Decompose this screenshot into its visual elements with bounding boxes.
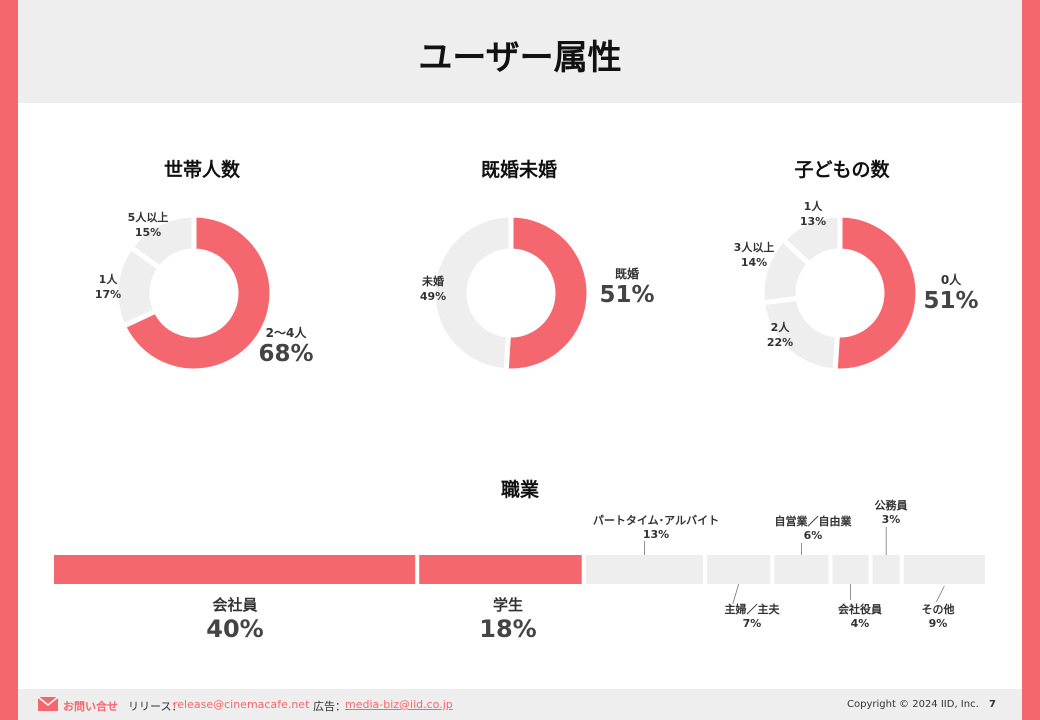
marital-label-unmarried: 未婚 49% bbox=[408, 274, 458, 304]
occupation-bar-segment-3 bbox=[707, 555, 771, 584]
copyright-text: Copyright © 2024 IID, Inc. bbox=[847, 699, 979, 710]
children-label-3plus-value: 14% bbox=[740, 256, 768, 269]
occupation-leader-lines bbox=[644, 527, 945, 605]
children-label-0-name: 0人 bbox=[940, 273, 962, 287]
children-label-3plus-name: 3人以上 bbox=[733, 241, 775, 254]
occupation-label-student-value: 18% bbox=[479, 615, 537, 643]
occupation-bar-segment-5 bbox=[832, 555, 869, 584]
contact-link[interactable]: お問い合せ bbox=[63, 700, 118, 713]
occupation-label-student: 学生 18% bbox=[448, 595, 568, 643]
occupation-label-homemaker-name: 主婦／主夫 bbox=[724, 603, 780, 616]
release-label: リリース： bbox=[128, 700, 183, 713]
occupation-bar-segment-2 bbox=[585, 555, 704, 584]
occupation-chart-title: 職業 bbox=[500, 479, 539, 501]
occupation-label-parttime-value: 13% bbox=[642, 528, 670, 541]
marital-label-unmarried-name: 未婚 bbox=[422, 275, 444, 288]
marital-donut-chart bbox=[431, 213, 591, 373]
household-donut-chart bbox=[114, 213, 274, 373]
marital-chart-title: 既婚未婚 bbox=[480, 159, 557, 181]
household-label-2-4: 2〜4人 68% bbox=[251, 325, 321, 367]
occupation-label-selfemployed: 自営業／自由業 6% bbox=[763, 515, 863, 543]
page-title: ユーザー属性 bbox=[418, 38, 622, 78]
children-label-2-name: 2人 bbox=[770, 321, 790, 334]
page-number: 7 bbox=[989, 699, 996, 710]
household-label-1: 1人 17% bbox=[83, 272, 133, 302]
household-label-1-value: 17% bbox=[94, 288, 122, 301]
occupation-bar-chart bbox=[54, 555, 985, 584]
marital-label-unmarried-value: 49% bbox=[419, 290, 447, 303]
ad-label: 広告： bbox=[313, 700, 346, 713]
occupation-label-employee: 会社員 40% bbox=[145, 595, 325, 643]
occupation-label-parttime-name: パートタイム･アルバイト bbox=[592, 514, 720, 527]
children-chart-title: 子どもの数 bbox=[794, 159, 890, 181]
children-slice-0 bbox=[832, 213, 920, 373]
household-label-5plus-value: 15% bbox=[134, 226, 162, 239]
household-label-5plus: 5人以上 15% bbox=[118, 210, 178, 240]
occupation-label-executive-name: 会社役員 bbox=[838, 603, 882, 616]
children-label-1-name: 1人 bbox=[803, 200, 823, 213]
marital-label-married: 既婚 51% bbox=[592, 266, 662, 308]
children-slice-3 bbox=[779, 213, 843, 268]
occupation-label-civilservant-value: 3% bbox=[881, 513, 901, 526]
occupation-label-executive-value: 4% bbox=[850, 617, 870, 630]
household-label-2-4-value: 68% bbox=[258, 341, 314, 367]
occupation-leader-line-7 bbox=[936, 585, 945, 603]
children-label-2-value: 22% bbox=[766, 336, 794, 349]
occupation-label-civilservant: 公務員 3% bbox=[861, 499, 921, 527]
occupation-bar-segment-7 bbox=[903, 555, 985, 584]
occupation-label-selfemployed-value: 6% bbox=[803, 529, 823, 542]
children-label-0-value: 51% bbox=[923, 288, 979, 314]
slide: ユーザー属性 世帯人数 2〜4人 68% 1人 17% 5人以上 15% 既婚未… bbox=[18, 0, 1022, 720]
occupation-label-selfemployed-name: 自営業／自由業 bbox=[774, 515, 852, 528]
children-donut-chart bbox=[760, 213, 920, 373]
household-slice-2 bbox=[127, 213, 197, 272]
household-slice-0 bbox=[120, 213, 274, 373]
occupation-label-other: その他 9% bbox=[908, 603, 968, 631]
ad-email-link[interactable]: media-biz@iid.co.jp bbox=[345, 698, 453, 711]
occupation-label-civilservant-name: 公務員 bbox=[874, 499, 908, 512]
occupation-label-homemaker: 主婦／主夫 7% bbox=[712, 603, 792, 631]
release-email-link[interactable]: release@cinemacafe.net bbox=[173, 698, 310, 711]
occupation-label-employee-value: 40% bbox=[206, 615, 264, 643]
occupation-label-executive: 会社役員 4% bbox=[830, 603, 890, 631]
occupation-label-parttime: パートタイム･アルバイト 13% bbox=[581, 514, 731, 542]
occupation-label-employee-name: 会社員 bbox=[212, 596, 258, 614]
occupation-label-other-value: 9% bbox=[928, 617, 948, 630]
occupation-bar-segment-6 bbox=[872, 555, 900, 584]
household-label-1-name: 1人 bbox=[98, 273, 118, 286]
occupation-bar-segment-4 bbox=[774, 555, 829, 584]
occupation-label-homemaker-value: 7% bbox=[742, 617, 762, 630]
household-label-5plus-name: 5人以上 bbox=[127, 211, 169, 224]
mail-icon-graphic bbox=[37, 696, 59, 711]
children-label-1-value: 13% bbox=[799, 215, 827, 228]
occupation-bar-segment-0 bbox=[54, 555, 416, 584]
children-label-3plus: 3人以上 14% bbox=[724, 240, 784, 270]
children-label-1: 1人 13% bbox=[788, 199, 838, 229]
household-label-2-4-name: 2〜4人 bbox=[265, 326, 307, 340]
occupation-leader-line-3 bbox=[732, 583, 740, 605]
children-label-2: 2人 22% bbox=[755, 320, 805, 350]
marital-label-married-value: 51% bbox=[599, 282, 655, 308]
children-label-0: 0人 51% bbox=[916, 272, 986, 314]
occupation-label-other-name: その他 bbox=[921, 603, 955, 616]
mail-icon bbox=[37, 696, 59, 714]
slide-header: ユーザー属性 bbox=[18, 0, 1022, 103]
marital-slice-0 bbox=[503, 213, 591, 373]
occupation-label-student-name: 学生 bbox=[492, 596, 523, 614]
household-chart-title: 世帯人数 bbox=[163, 159, 240, 181]
footer: お問い合せ リリース： release@cinemacafe.net 広告： m… bbox=[18, 689, 1022, 720]
marital-slice-1 bbox=[431, 213, 514, 373]
occupation-bar-segment-1 bbox=[419, 555, 582, 584]
marital-label-married-name: 既婚 bbox=[614, 267, 639, 281]
